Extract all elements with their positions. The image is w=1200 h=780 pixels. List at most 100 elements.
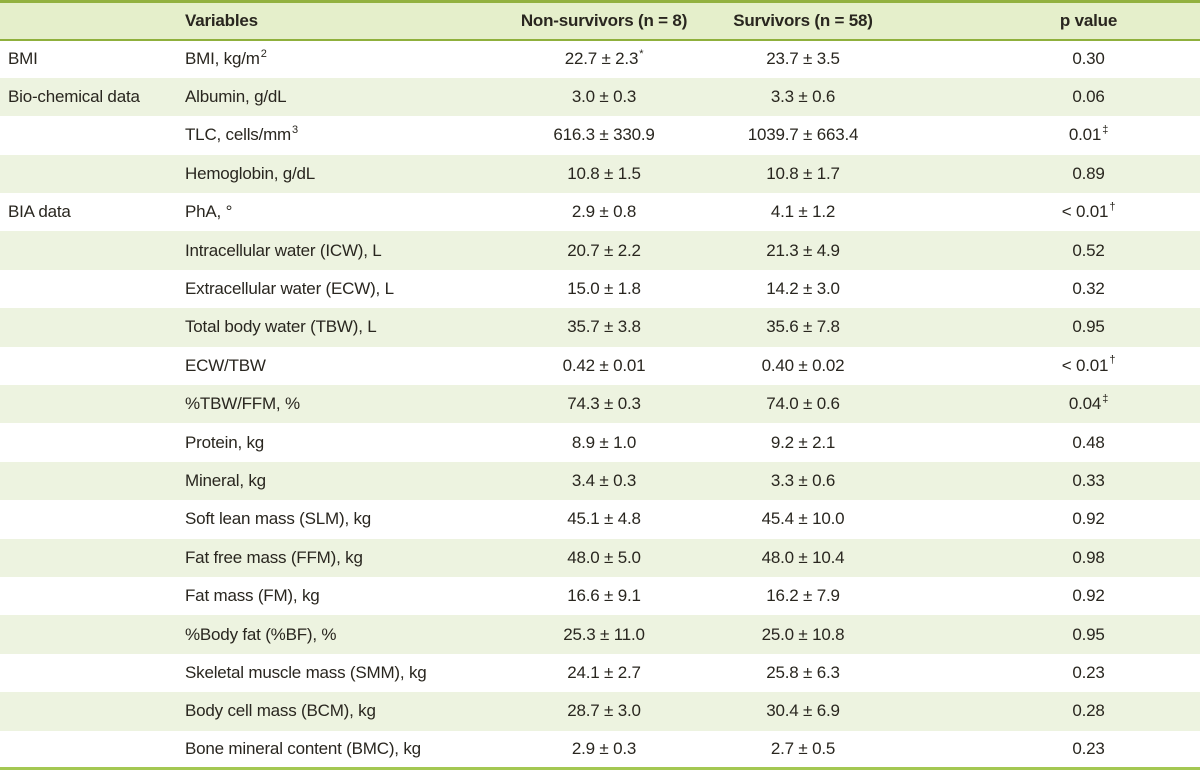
- row-variable-text: Hemoglobin, g/dL: [185, 163, 316, 183]
- row-p-value-text: 0.52: [1072, 240, 1105, 260]
- table-row: Bone mineral content (BMC), kg 2.9 ± 0.3 2…: [0, 731, 1200, 769]
- row-group-label: [0, 462, 178, 500]
- row-survivors-value: 25.8 ± 6.3: [703, 654, 903, 692]
- row-variable-text: Fat mass (FM), kg: [185, 586, 320, 606]
- row-variable: Mineral, kg: [178, 462, 505, 500]
- row-p-value: 0.23: [903, 731, 1200, 769]
- row-variable: %Body fat (%BF), %: [178, 615, 505, 653]
- table-row: ECW/TBW 0.42 ± 0.01 0.40 ± 0.02 < 0.01†: [0, 347, 1200, 385]
- row-group-label-text: BIA data: [8, 202, 71, 222]
- row-non-survivors-value-text: 45.1 ± 4.8: [567, 509, 641, 529]
- row-non-survivors-value-text: 25.3 ± 11.0: [563, 624, 645, 644]
- row-survivors-value: 14.2 ± 3.0: [703, 270, 903, 308]
- row-non-survivors-value: 3.4 ± 0.3: [505, 462, 703, 500]
- row-survivors-value: 3.3 ± 0.6: [703, 462, 903, 500]
- row-group-label: [0, 385, 178, 423]
- row-p-value-text: 0.48: [1072, 432, 1105, 452]
- row-group-label: [0, 577, 178, 615]
- row-non-survivors-value-text: 3.4 ± 0.3: [571, 470, 637, 490]
- row-survivors-value: 21.3 ± 4.9: [703, 231, 903, 269]
- row-variable: Bone mineral content (BMC), kg: [178, 731, 505, 769]
- row-variable-text: Body cell mass (BCM), kg: [185, 701, 376, 721]
- footnote-marker: †: [1109, 354, 1116, 367]
- row-survivors-value-text: 23.7 ± 3.5: [766, 49, 840, 69]
- row-p-value-text: 0.06: [1072, 87, 1105, 107]
- row-group-label: [0, 423, 178, 461]
- column-header-survivors: Survivors (n = 58): [703, 1, 903, 41]
- row-group-label-text: BMI: [8, 49, 38, 69]
- row-p-value: 0.52: [903, 231, 1200, 269]
- row-variable: Soft lean mass (SLM), kg: [178, 500, 505, 538]
- footnote-marker: 3: [292, 123, 298, 136]
- row-survivors-value: 16.2 ± 7.9: [703, 577, 903, 615]
- row-p-value: < 0.01†: [903, 347, 1200, 385]
- table-body: BMI BMI, kg/m2 22.7 ± 2.3* 23.7 ± 3.5 0.30 Bi…: [0, 40, 1200, 769]
- row-group-label-text: Bio-chemical data: [8, 87, 140, 107]
- row-p-value-text: < 0.01: [1061, 202, 1109, 222]
- row-non-survivors-value: 24.1 ± 2.7: [505, 654, 703, 692]
- row-group-label: BIA data: [0, 193, 178, 231]
- row-group-label: [0, 731, 178, 769]
- row-non-survivors-value: 20.7 ± 2.2: [505, 231, 703, 269]
- row-non-survivors-value-text: 20.7 ± 2.2: [567, 240, 641, 260]
- row-group-label: Bio-chemical data: [0, 78, 178, 116]
- row-p-value: 0.01‡: [903, 116, 1200, 154]
- row-non-survivors-value: 15.0 ± 1.8: [505, 270, 703, 308]
- row-variable-text: Extracellular water (ECW), L: [185, 279, 394, 299]
- footnote-marker: ‡: [1102, 392, 1109, 405]
- row-p-value: 0.48: [903, 423, 1200, 461]
- row-p-value-text: 0.98: [1072, 547, 1105, 567]
- table-header: Variables Non-survivors (n = 8) Survivor…: [0, 1, 1200, 41]
- row-group-label: [0, 692, 178, 730]
- row-variable-text: Protein, kg: [185, 432, 265, 452]
- row-non-survivors-value-text: 16.6 ± 9.1: [567, 586, 641, 606]
- row-non-survivors-value: 45.1 ± 4.8: [505, 500, 703, 538]
- row-survivors-value: 3.3 ± 0.6: [703, 78, 903, 116]
- row-p-value-text: < 0.01: [1061, 355, 1109, 375]
- row-survivors-value-text: 4.1 ± 1.2: [770, 202, 836, 222]
- table-row: Mineral, kg 3.4 ± 0.3 3.3 ± 0.6 0.33: [0, 461, 1200, 501]
- column-header-group: [0, 1, 178, 41]
- row-variable: %TBW/FFM, %: [178, 385, 505, 423]
- row-non-survivors-value-text: 2.9 ± 0.8: [571, 202, 637, 222]
- row-variable-text: ECW/TBW: [185, 355, 266, 375]
- row-variable-text: Mineral, kg: [185, 470, 266, 490]
- row-survivors-value-text: 14.2 ± 3.0: [766, 279, 840, 299]
- table-row: Total body water (TBW), L 35.7 ± 3.8 35.6 …: [0, 308, 1200, 347]
- row-survivors-value-text: 21.3 ± 4.9: [766, 240, 840, 260]
- row-p-value-text: 0.89: [1072, 163, 1105, 183]
- row-p-value-text: 0.92: [1072, 586, 1105, 606]
- table-row: Hemoglobin, g/dL 10.8 ± 1.5 10.8 ± 1.7 0.89: [0, 154, 1200, 194]
- row-non-survivors-value: 3.0 ± 0.3: [505, 78, 703, 116]
- row-survivors-value-text: 1039.7 ± 663.4: [747, 125, 859, 145]
- row-survivors-value: 10.8 ± 1.7: [703, 155, 903, 193]
- row-survivors-value: 0.40 ± 0.02: [703, 347, 903, 385]
- row-p-value: 0.95: [903, 615, 1200, 653]
- row-p-value-text: 0.30: [1072, 49, 1105, 69]
- row-survivors-value: 48.0 ± 10.4: [703, 539, 903, 577]
- row-p-value-text: 0.04: [1068, 394, 1102, 414]
- row-variable: Intracellular water (ICW), L: [178, 231, 505, 269]
- row-variable-text: PhA, °: [185, 202, 233, 222]
- row-variable-text: BMI, kg/m: [185, 49, 260, 69]
- row-survivors-value-text: 30.4 ± 6.9: [766, 701, 840, 721]
- row-survivors-value: 45.4 ± 10.0: [703, 500, 903, 538]
- row-p-value: 0.92: [903, 500, 1200, 538]
- row-survivors-value-text: 3.3 ± 0.6: [770, 87, 836, 107]
- row-survivors-value-text: 16.2 ± 7.9: [766, 586, 840, 606]
- row-group-label: [0, 270, 178, 308]
- table-row: %TBW/FFM, % 74.3 ± 0.3 74.0 ± 0.6 0.04‡: [0, 385, 1200, 424]
- table-row: Intracellular water (ICW), L 20.7 ± 2.2 21…: [0, 231, 1200, 270]
- row-p-value: 0.32: [903, 270, 1200, 308]
- row-group-label: [0, 231, 178, 269]
- row-non-survivors-value-text: 8.9 ± 1.0: [571, 432, 637, 452]
- row-variable-text: Fat free mass (FFM), kg: [185, 547, 363, 567]
- row-non-survivors-value-text: 3.0 ± 0.3: [571, 87, 637, 107]
- row-variable: Skeletal muscle mass (SMM), kg: [178, 654, 505, 692]
- table-row: %Body fat (%BF), % 25.3 ± 11.0 25.0 ± 10.8…: [0, 615, 1200, 654]
- row-group-label: [0, 500, 178, 538]
- table-row: Bio-chemical data Albumin, g/dL 3.0 ± 0.3 3…: [0, 77, 1200, 117]
- row-variable: BMI, kg/m2: [178, 40, 505, 78]
- row-survivors-value: 23.7 ± 3.5: [703, 40, 903, 78]
- row-group-label: [0, 116, 178, 154]
